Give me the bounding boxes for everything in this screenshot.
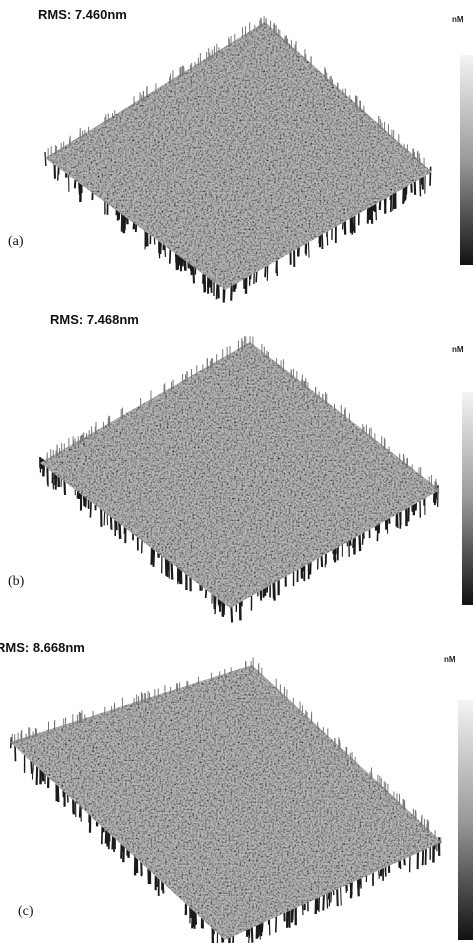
color-scale (462, 392, 473, 605)
panel-label: (b) (8, 574, 25, 589)
rms-value: RMS: 7.460nm (38, 7, 127, 22)
rms-value: RMS: 8.668nm (0, 640, 85, 655)
color-scale (460, 55, 473, 265)
afm-surface (40, 342, 440, 608)
afm-surface (10, 665, 442, 940)
unit: nM (444, 655, 456, 664)
surface-edge (430, 167, 431, 186)
color-scale (458, 700, 473, 940)
afm-surface (45, 22, 432, 290)
unit: nM (452, 345, 464, 354)
unit: nM (452, 15, 464, 24)
panel-label: (a) (8, 234, 24, 249)
afm-figure: RMS: 7.460nm nM (a) RMS: 7.468nm nM (b) … (0, 0, 473, 943)
panel-label: (c) (18, 904, 34, 919)
surfaces (10, 16, 442, 943)
surface-edge (45, 152, 46, 166)
rms-value: RMS: 7.468nm (50, 312, 139, 327)
